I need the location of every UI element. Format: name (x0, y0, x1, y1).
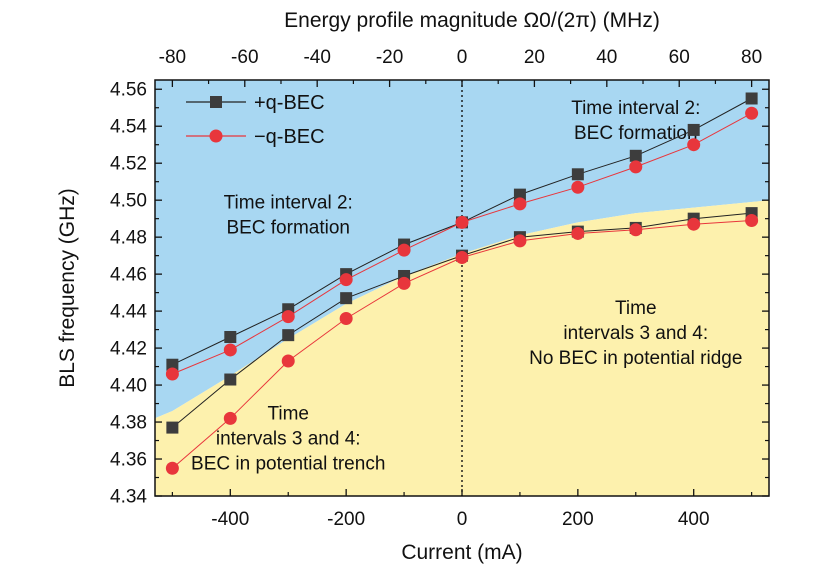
top-tick-label: 80 (741, 47, 762, 68)
data-point (629, 160, 643, 174)
x-tick-label: 400 (678, 509, 710, 530)
data-point (339, 312, 353, 326)
data-point (571, 168, 584, 181)
data-point (166, 421, 179, 434)
data-point (687, 217, 701, 231)
data-point (629, 223, 643, 237)
axes: -400 -200 0 200 400-80 -60 -40 -20 0 20 40 60 804.34… (110, 47, 770, 530)
region-label-line: BEC formation (226, 217, 350, 238)
y-tick-label: 4.44 (110, 302, 147, 323)
top-tick-label: 0 (457, 47, 468, 68)
region-label-line: Time interval 2: (224, 192, 353, 213)
y-tick-label: 4.40 (110, 376, 147, 397)
y-tick-label: 4.54 (110, 117, 147, 138)
x-tick-label: -200 (327, 509, 365, 530)
data-point (282, 329, 295, 342)
data-series (165, 92, 759, 475)
y-tick-label: 4.36 (110, 450, 147, 471)
y-tick-label: 4.46 (110, 265, 147, 286)
top-tick-label: 20 (524, 47, 545, 68)
region-label-line: Time (267, 403, 309, 424)
upper-region (155, 80, 769, 419)
data-point (397, 276, 411, 290)
series-4 (165, 214, 759, 475)
y-tick-label: 4.52 (110, 154, 147, 175)
data-point (223, 411, 237, 425)
region-label-line: intervals 3 and 4: (216, 428, 361, 449)
data-point (224, 373, 237, 386)
data-point (397, 243, 411, 257)
data-point (745, 106, 759, 120)
region-label-4: Time intervals 3 and 4: BEC in potential t… (191, 403, 385, 474)
data-point (340, 292, 353, 305)
data-point (166, 358, 179, 371)
data-point (571, 180, 585, 194)
data-point (571, 226, 585, 240)
legend-label: −q-BEC (254, 126, 325, 148)
y-tick-label: 4.48 (110, 228, 147, 249)
series-3 (165, 106, 759, 381)
data-point (223, 343, 237, 357)
top-tick-label: -80 (159, 47, 186, 68)
legend-marker (209, 129, 223, 143)
data-point (165, 461, 179, 475)
legend-label: +q-BEC (254, 92, 325, 114)
data-point (455, 215, 469, 229)
region-label-line: intervals 3 and 4: (563, 323, 708, 344)
top-tick-label: -60 (231, 47, 258, 68)
data-point (165, 367, 179, 381)
x-tick-label: -400 (211, 509, 249, 530)
data-point (629, 149, 642, 162)
data-point (281, 310, 295, 324)
y-tick-label: 4.38 (110, 413, 147, 434)
data-point (513, 234, 527, 248)
legend: +q-BEC −q-BEC (186, 92, 325, 148)
data-point (513, 188, 526, 201)
region-label-line: Time interval 2: (571, 98, 700, 119)
data-point (339, 273, 353, 287)
top-tick-label: -40 (303, 47, 330, 68)
region-label-3: Time intervals 3 and 4: No BEC in potentia… (529, 298, 742, 369)
region-label-line: Time (615, 298, 657, 319)
region-backgrounds (155, 80, 769, 496)
legend-marker (210, 96, 222, 108)
data-point (687, 123, 700, 136)
region-label-line: BEC formation (574, 123, 698, 144)
x-tick-label: 0 (457, 509, 468, 530)
data-point (224, 330, 237, 343)
data-point (745, 92, 758, 105)
data-point (513, 197, 527, 211)
region-label-2: Time interval 2: BEC formation (224, 192, 353, 238)
data-point (281, 354, 295, 368)
data-point (455, 250, 469, 264)
lower-region (155, 200, 769, 496)
top-axis-title: Energy profile magnitude Ω0/(2π) (MHz) (284, 9, 660, 32)
y-tick-label: 4.34 (110, 487, 147, 508)
y-axis-title: BLS frequency (GHz) (56, 188, 79, 388)
data-point (745, 214, 759, 228)
top-tick-label: -20 (376, 47, 403, 68)
x-axis-title: Current (mA) (401, 541, 522, 564)
y-tick-label: 4.50 (110, 191, 147, 212)
x-tick-label: 200 (562, 509, 594, 530)
region-label-line: BEC in potential trench (191, 453, 385, 474)
y-tick-label: 4.42 (110, 339, 147, 360)
y-tick-label: 4.56 (110, 80, 147, 101)
legend-item-2: −q-BEC (186, 126, 325, 148)
region-label-1: Time interval 2: BEC formation (571, 98, 700, 144)
data-point (687, 138, 701, 152)
top-tick-label: 60 (669, 47, 690, 68)
region-label-line: No BEC in potential ridge (529, 348, 742, 369)
top-tick-label: 40 (596, 47, 617, 68)
legend-item-1: +q-BEC (186, 92, 325, 114)
